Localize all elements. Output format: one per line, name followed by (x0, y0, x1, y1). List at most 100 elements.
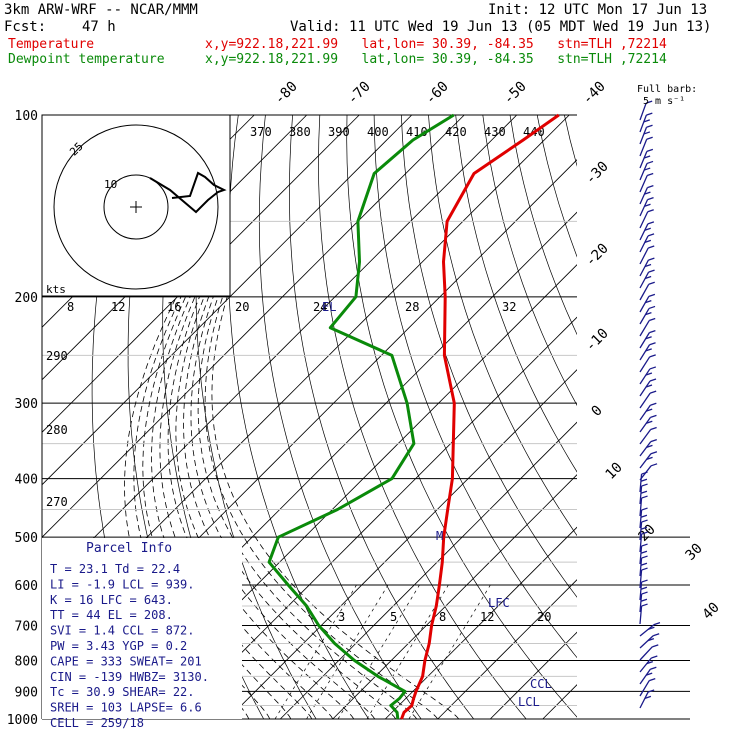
wind-barb (639, 281, 655, 301)
wind-barb (639, 644, 659, 661)
dry-adiabat-line (482, 115, 577, 406)
wind-barb (639, 160, 654, 181)
wind-barb (639, 172, 654, 193)
isotherm-label: 20 (636, 522, 659, 545)
el-marker: EL (322, 300, 336, 314)
mixing-ratio-labels: 3 5 8 12 20 (338, 610, 551, 624)
wind-barb (639, 591, 648, 613)
isotherm-line (42, 115, 360, 433)
wind-barb (639, 390, 657, 409)
dry-adiabat-line (619, 115, 740, 719)
mixing-ratio-label: 20 (537, 610, 551, 624)
wind-barb (639, 567, 648, 589)
wind-barb (639, 100, 653, 121)
wind-barb (639, 655, 658, 673)
dry-adiabat-line (373, 115, 577, 659)
level-markers: EL LFC CCL LCL M (322, 300, 552, 709)
hodograph-speed-label: 32 (502, 300, 516, 314)
m-marker: M (436, 529, 443, 543)
wind-barb (639, 603, 648, 625)
wind-barb (639, 184, 654, 205)
wind-barb (639, 451, 658, 469)
wind-barb (639, 543, 648, 565)
wind-barb (639, 330, 656, 349)
forecast-hours: 47 h (82, 19, 116, 35)
wind-barb (639, 414, 657, 433)
wind-barb (639, 579, 648, 601)
dry-adiabat-line (346, 115, 577, 718)
isotherm-label: -60 (423, 79, 452, 108)
parcel-info-row: T = 23.1 Td = 22.4 (50, 562, 180, 576)
wind-barb (639, 622, 661, 637)
mixing-ratio-label: 8 (439, 610, 446, 624)
wind-barb (639, 221, 655, 241)
wind-barb (639, 483, 648, 505)
wind-barb (639, 666, 657, 685)
wind-barb (639, 689, 655, 709)
wind-barb (639, 305, 656, 325)
wind-barb (639, 124, 653, 145)
wind-barb-column (639, 100, 661, 709)
wind-barb (639, 555, 648, 577)
dry-adiabat-line (536, 115, 577, 258)
wind-barb (639, 148, 654, 169)
wind-barb (639, 426, 657, 445)
theta-label: 400 (367, 125, 389, 139)
parcel-info-row: TT = 44 EL = 208. (50, 608, 173, 622)
wind-barb (639, 269, 655, 289)
hodograph-ring-inner (103, 174, 169, 240)
parcel-info-title: Parcel Info (86, 541, 172, 556)
wind-barb (639, 245, 655, 265)
isotherm-line (174, 316, 577, 719)
dewpoint-profile (267, 113, 455, 720)
dry-adiabat-line (592, 115, 740, 719)
dry-adiabat-line (646, 115, 740, 719)
theta-left-label: 290 (46, 349, 68, 363)
isotherm-line (332, 474, 577, 719)
dewpoint-legend-info: x,y=922.18,221.99 lat,lon= 30.39, -84.35… (205, 52, 667, 67)
wind-barb (639, 342, 656, 361)
isotherm-label: -50 (501, 79, 530, 108)
mixing-ratio-label: 12 (480, 610, 494, 624)
wind-barb (639, 233, 655, 253)
mixing-ratio-line (306, 584, 389, 719)
dry-adiabat-line (258, 115, 422, 719)
isotherm-label: -70 (345, 79, 374, 108)
ccl-marker: CCL (530, 677, 552, 691)
temperature-legend-info: x,y=922.18,221.99 lat,lon= 30.39, -84.35… (205, 37, 667, 52)
dry-adiabat-line (227, 115, 369, 719)
sounding-curves (267, 113, 560, 720)
hodograph-ring-outer (53, 124, 219, 290)
isotherm-label: 0 (589, 403, 606, 420)
model-title: 3km ARW-WRF -- NCAR/MMM (4, 2, 198, 18)
mixing-ratio-grid (274, 584, 491, 719)
isotherm-label: 30 (683, 541, 706, 564)
moist-adiabat-line (124, 296, 229, 719)
mixing-ratio-label: 5 (390, 610, 397, 624)
isotherm-line (384, 526, 577, 719)
pressure-axis: 100 200 300 400 500 600 700 800 900 1000 (7, 109, 38, 728)
hodograph-speed-label: 20 (235, 300, 249, 314)
isotherm-label: -20 (583, 241, 612, 270)
hodograph-speed-labels: 8 12 16 20 24 28 32 (67, 300, 516, 314)
moist-adiabat-line (159, 296, 313, 719)
parcel-info-row: CELL = 259/18 (50, 716, 144, 730)
pressure-label: 500 (15, 531, 38, 546)
isotherm-line (42, 115, 518, 591)
moist-adiabat-line (175, 296, 355, 719)
wind-barb (639, 402, 657, 421)
wind-barb (639, 354, 656, 373)
barb-legend-value: 5 m s⁻¹ (643, 96, 685, 107)
wind-barb (639, 257, 655, 277)
dry-adiabat-line (700, 115, 740, 719)
dry-adiabat-line (428, 115, 577, 537)
theta-left-label: 280 (46, 423, 68, 437)
temperature-profile (400, 113, 560, 720)
dry-adiabat-line (289, 115, 474, 719)
theta-label: 380 (289, 125, 311, 139)
pressure-label: 700 (15, 619, 38, 634)
wind-barb (639, 507, 648, 529)
pressure-label: 300 (15, 397, 38, 412)
temperature-legend-label: Temperature (8, 37, 95, 52)
parcel-info-row: LI = -1.9 LCL = 939. (50, 577, 195, 591)
